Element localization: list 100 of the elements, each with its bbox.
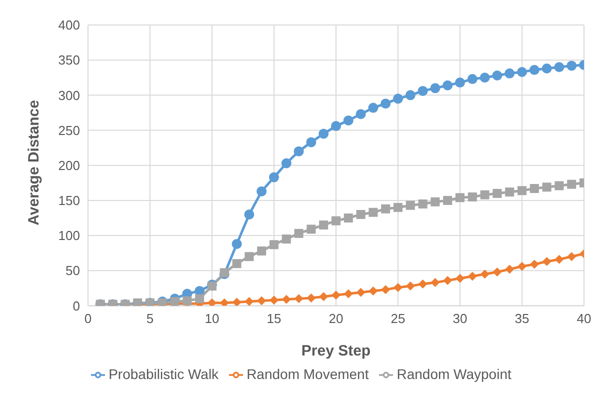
point (480, 72, 490, 83)
x-tick-label: 20 (328, 310, 344, 326)
point (456, 274, 464, 283)
point (418, 86, 428, 96)
point (257, 246, 266, 256)
point (406, 200, 415, 210)
y-tick-label: 250 (58, 122, 80, 138)
point (281, 158, 292, 168)
point (480, 270, 490, 279)
point (368, 208, 378, 217)
point (468, 272, 477, 281)
point (467, 74, 478, 84)
point (256, 186, 267, 196)
point (319, 292, 328, 302)
y-tick-label: 50 (66, 263, 80, 278)
x-tick-label: 15 (266, 310, 282, 326)
point (368, 286, 378, 296)
point (542, 64, 552, 74)
point (443, 196, 452, 205)
point (381, 204, 390, 214)
point (294, 146, 304, 156)
y-axis-title: Average Distance (25, 100, 42, 226)
point (418, 279, 428, 288)
point (306, 137, 316, 148)
point (170, 296, 180, 306)
point (456, 193, 464, 202)
point (208, 298, 216, 306)
point (530, 184, 539, 194)
point (492, 268, 502, 277)
legend-label: Random Movement (246, 366, 369, 382)
point (554, 181, 564, 190)
point (567, 252, 576, 262)
y-tick-label: 0 (72, 298, 80, 314)
point (443, 276, 452, 285)
point (244, 252, 254, 262)
point (306, 224, 316, 234)
point (430, 197, 440, 206)
point (368, 102, 378, 113)
point (492, 188, 502, 198)
point (542, 182, 552, 192)
point (394, 282, 402, 292)
point (505, 264, 514, 274)
point (318, 128, 329, 139)
point (394, 202, 402, 212)
point (343, 115, 354, 126)
x-tick-label: 0 (84, 310, 92, 326)
point (356, 288, 366, 297)
point (530, 260, 539, 269)
y-tick-label: 150 (58, 193, 80, 208)
point (529, 64, 540, 75)
point (393, 94, 403, 104)
point (405, 90, 416, 100)
point (430, 278, 440, 288)
point (442, 80, 453, 90)
point (480, 190, 490, 200)
point (406, 282, 415, 291)
point (282, 294, 291, 304)
point (270, 240, 278, 250)
point (455, 78, 465, 88)
point (232, 298, 242, 306)
point (294, 294, 304, 304)
y-tick-label: 100 (58, 228, 80, 244)
y-tick-label: 300 (58, 88, 80, 103)
point (270, 296, 278, 305)
point (182, 296, 192, 306)
point (306, 293, 316, 302)
point (294, 228, 304, 238)
y-tick-label: 200 (58, 158, 80, 173)
point (518, 186, 526, 196)
x-tick-label: 40 (576, 310, 592, 326)
point (504, 68, 515, 78)
point (380, 98, 391, 109)
point (344, 289, 353, 298)
point (331, 121, 341, 132)
point (232, 259, 242, 268)
y-tick-label: 350 (58, 52, 80, 68)
x-axis-title: Prey Step (301, 342, 371, 360)
point (430, 83, 440, 94)
point (566, 60, 577, 71)
point (554, 254, 564, 264)
point (344, 213, 353, 222)
point (332, 216, 340, 226)
point (244, 209, 254, 220)
point (517, 67, 527, 78)
point (567, 180, 576, 189)
legend-label: Probabilistic Walk (108, 366, 219, 382)
point (468, 192, 477, 202)
point (332, 290, 340, 300)
x-tick-label: 25 (390, 310, 406, 326)
point (257, 296, 266, 306)
point (356, 210, 366, 219)
point (269, 172, 279, 182)
point (505, 188, 514, 197)
point (356, 109, 366, 120)
x-tick-label: 30 (452, 310, 468, 326)
x-tick-label: 5 (146, 310, 154, 326)
point (282, 234, 291, 244)
y-tick-label: 400 (58, 18, 80, 33)
point (418, 199, 428, 208)
legend-label: Random Waypoint (396, 366, 512, 382)
